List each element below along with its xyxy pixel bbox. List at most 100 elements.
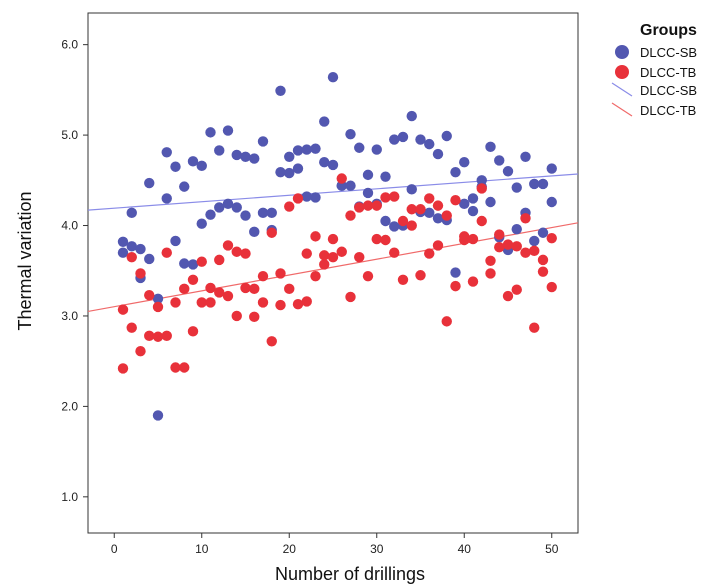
data-point-dlcc-sb	[161, 147, 172, 158]
data-point-dlcc-sb	[502, 166, 514, 177]
data-point-dlcc-sb	[380, 215, 391, 227]
data-point-dlcc-sb	[117, 247, 129, 258]
data-point-dlcc-sb	[152, 293, 164, 304]
data-point-dlcc-sb	[511, 182, 522, 193]
data-point-dlcc-tb	[502, 290, 514, 302]
data-point-dlcc-sb	[205, 209, 216, 220]
data-point-dlcc-tb	[406, 204, 417, 215]
data-point-dlcc-sb	[450, 166, 461, 178]
data-point-dlcc-tb	[476, 183, 487, 194]
data-point-dlcc-sb	[126, 241, 137, 252]
data-point-dlcc-tb	[336, 246, 347, 257]
data-point-dlcc-tb	[485, 255, 496, 266]
data-point-dlcc-tb	[222, 290, 234, 302]
x-tick-label: 40	[458, 542, 472, 556]
data-point-dlcc-sb	[144, 253, 155, 265]
data-point-dlcc-sb	[161, 193, 172, 204]
y-axis: 1.0 2.0 3.0 4.0 5.0 6.0	[61, 38, 88, 504]
data-point-dlcc-sb	[406, 110, 417, 122]
data-point-dlcc-sb	[144, 177, 155, 189]
data-point-dlcc-tb	[424, 193, 435, 204]
data-point-dlcc-tb	[231, 310, 242, 322]
data-point-dlcc-tb	[161, 247, 172, 258]
data-point-dlcc-tb	[284, 201, 295, 212]
data-point-dlcc-tb	[529, 245, 540, 257]
data-point-dlcc-tb	[240, 248, 251, 259]
data-point-dlcc-sb	[520, 151, 531, 162]
data-point-dlcc-sb	[336, 180, 347, 191]
data-point-dlcc-tb	[117, 304, 129, 315]
data-point-dlcc-sb	[117, 236, 129, 247]
data-point-dlcc-tb	[362, 200, 374, 211]
data-point-dlcc-tb	[520, 213, 531, 224]
data-point-dlcc-sb	[135, 243, 146, 255]
data-point-dlcc-tb	[214, 287, 225, 298]
data-point-dlcc-tb	[467, 233, 479, 245]
data-point-dlcc-sb	[546, 163, 557, 174]
data-point-dlcc-tb	[389, 191, 400, 202]
data-point-dlcc-sb	[292, 163, 304, 174]
data-point-dlcc-tb	[319, 250, 330, 261]
data-point-dlcc-tb	[432, 240, 444, 251]
data-points	[117, 72, 557, 421]
legend-marker	[615, 45, 629, 59]
data-point-dlcc-tb	[537, 266, 549, 277]
legend-label: DLCC-SB	[640, 83, 697, 98]
data-point-dlcc-tb	[240, 282, 251, 294]
data-point-dlcc-sb	[152, 410, 164, 421]
data-point-dlcc-sb	[327, 159, 339, 171]
x-tick-label: 10	[195, 542, 209, 556]
data-point-dlcc-sb	[529, 178, 540, 190]
data-point-dlcc-tb	[511, 284, 522, 295]
data-point-dlcc-sb	[537, 227, 549, 238]
data-point-dlcc-sb	[424, 138, 435, 150]
data-point-dlcc-sb	[450, 267, 461, 278]
x-tick-label: 50	[545, 542, 559, 556]
data-point-dlcc-sb	[511, 223, 522, 235]
data-point-dlcc-sb	[546, 196, 557, 208]
data-point-dlcc-tb	[397, 215, 409, 227]
data-point-dlcc-tb	[380, 234, 391, 246]
legend-title: Groups	[640, 22, 697, 39]
data-point-dlcc-tb	[161, 330, 172, 342]
data-point-dlcc-tb	[292, 299, 304, 310]
data-point-dlcc-tb	[222, 240, 234, 251]
x-tick-label: 30	[370, 542, 384, 556]
data-point-dlcc-tb	[214, 254, 225, 266]
data-point-dlcc-tb	[249, 311, 260, 323]
data-point-dlcc-sb	[529, 235, 540, 247]
data-point-dlcc-sb	[249, 226, 260, 238]
data-point-dlcc-tb	[389, 247, 400, 258]
data-point-dlcc-tb	[467, 276, 479, 287]
data-point-dlcc-tb	[126, 322, 137, 333]
data-point-dlcc-tb	[327, 251, 339, 263]
data-point-dlcc-sb	[205, 127, 216, 138]
data-point-dlcc-sb	[362, 187, 374, 199]
data-point-dlcc-tb	[432, 200, 444, 211]
data-point-dlcc-tb	[441, 316, 452, 327]
data-point-dlcc-tb	[144, 289, 155, 301]
data-point-dlcc-sb	[222, 125, 234, 136]
data-point-dlcc-tb	[205, 282, 216, 294]
legend-marker	[615, 65, 629, 79]
data-point-dlcc-tb	[494, 242, 505, 253]
data-point-dlcc-sb	[389, 134, 400, 145]
data-point-dlcc-sb	[354, 142, 365, 153]
y-axis-title: Thermal variation	[15, 191, 35, 330]
data-point-dlcc-sb	[284, 167, 295, 179]
data-point-dlcc-tb	[152, 331, 164, 342]
data-point-dlcc-sb	[345, 128, 356, 140]
data-point-dlcc-tb	[319, 259, 330, 270]
data-point-dlcc-tb	[257, 270, 269, 282]
fit-line-dlcc-sb	[87, 173, 579, 211]
data-point-dlcc-tb	[301, 296, 312, 307]
data-point-dlcc-tb	[170, 297, 181, 308]
data-point-dlcc-tb	[170, 362, 181, 373]
data-point-dlcc-tb	[415, 204, 426, 215]
data-point-dlcc-tb	[406, 220, 417, 231]
data-point-dlcc-sb	[459, 157, 470, 168]
data-point-dlcc-sb	[476, 175, 487, 186]
data-point-dlcc-tb	[485, 268, 496, 279]
data-point-dlcc-tb	[441, 210, 452, 221]
x-axis: 0 10 20 30 40 50	[111, 533, 559, 556]
